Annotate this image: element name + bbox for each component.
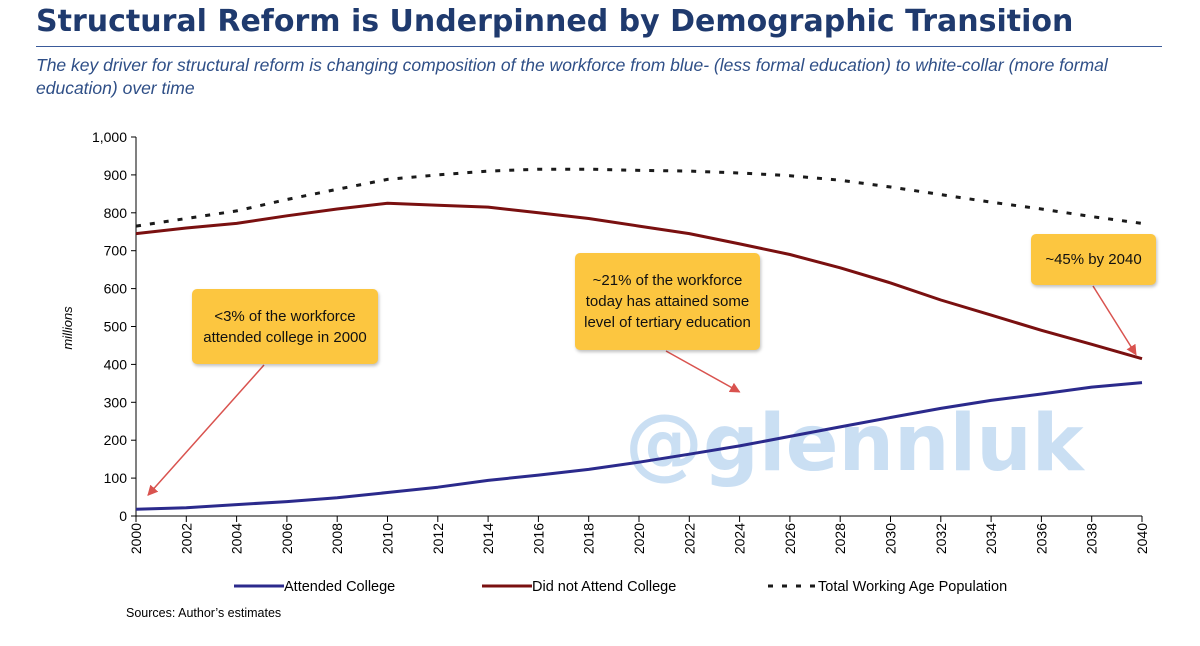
chart-title: Structural Reform is Underpinned by Demo… bbox=[36, 4, 1074, 39]
callout-arrow bbox=[1092, 285, 1137, 356]
y-tick-label: 800 bbox=[104, 205, 128, 221]
total-working-age-population-line bbox=[135, 167, 1143, 228]
x-tick-label: 2002 bbox=[178, 523, 194, 554]
y-tick-label: 400 bbox=[104, 356, 128, 372]
callout-arrows bbox=[147, 285, 1137, 496]
callout-arrow bbox=[147, 364, 265, 496]
title-divider bbox=[36, 46, 1162, 47]
x-tick-label: 2030 bbox=[883, 523, 899, 554]
x-tick-label: 2000 bbox=[128, 523, 144, 554]
chart-legend: Attended College Did not Attend College To… bbox=[234, 579, 1007, 595]
legend-label: Did not Attend College bbox=[532, 579, 676, 595]
x-tick-label: 2028 bbox=[832, 523, 848, 554]
legend-label: Total Working Age Population bbox=[818, 579, 1007, 595]
x-tick-label: 2004 bbox=[229, 523, 245, 554]
y-tick-label: 900 bbox=[104, 167, 128, 183]
x-tick-label: 2018 bbox=[581, 523, 597, 554]
x-tick-label: 2016 bbox=[530, 523, 546, 554]
y-tick-label: 500 bbox=[104, 319, 128, 335]
x-tick-label: 2008 bbox=[329, 523, 345, 554]
y-tick-label: 100 bbox=[104, 470, 128, 486]
y-tick-label: 0 bbox=[119, 508, 127, 524]
y-tick-label: 200 bbox=[104, 432, 128, 448]
x-tick-label: 2024 bbox=[732, 523, 748, 554]
x-tick-label: 2014 bbox=[480, 523, 496, 554]
x-tick-label: 2020 bbox=[631, 523, 647, 554]
callout-2000: <3% of the workforce attended college in… bbox=[192, 289, 378, 364]
chart-subtitle: The key driver for structural reform is … bbox=[36, 55, 1108, 98]
callout-arrow bbox=[665, 350, 741, 393]
x-tick-label: 2010 bbox=[380, 523, 396, 554]
y-tick-label: 700 bbox=[104, 243, 128, 259]
legend-label: Attended College bbox=[284, 579, 395, 595]
callout-2040-text: ~45% by 2040 bbox=[1045, 251, 1142, 268]
did-not-attend-college-line bbox=[135, 201, 1143, 361]
x-tick-label: 2040 bbox=[1134, 523, 1150, 554]
attended-college-line bbox=[135, 381, 1143, 511]
callout-2040: ~45% by 2040 bbox=[1031, 234, 1156, 285]
x-tick-label: 2012 bbox=[430, 523, 446, 554]
x-tick-label: 2038 bbox=[1084, 523, 1100, 554]
x-tick-label: 2006 bbox=[279, 523, 295, 554]
y-tick-label: 600 bbox=[104, 281, 128, 297]
x-tick-label: 2026 bbox=[782, 523, 798, 554]
source-note: Sources: Author’s estimates bbox=[126, 606, 282, 620]
watermark: @glennluk bbox=[625, 399, 1086, 489]
y-tick-label: 300 bbox=[104, 394, 128, 410]
x-tick-label: 2034 bbox=[983, 523, 999, 554]
x-tick-label: 2022 bbox=[681, 523, 697, 554]
callout-today: ~21% of the workforce today has attained… bbox=[575, 253, 760, 350]
chart-series bbox=[135, 167, 1143, 511]
x-tick-label: 2036 bbox=[1033, 523, 1049, 554]
y-tick-label: 1,000 bbox=[92, 129, 127, 145]
callout-today-text: ~21% of the workforce today has attained… bbox=[584, 272, 751, 331]
callout-2000-text: <3% of the workforce attended college in… bbox=[203, 307, 367, 346]
chart-axes: 0 100 200 300 400 500 600 700 800 900 1,000 2000 200… bbox=[92, 129, 1150, 554]
y-axis-label: millions bbox=[60, 306, 75, 350]
x-tick-label: 2032 bbox=[933, 523, 949, 554]
